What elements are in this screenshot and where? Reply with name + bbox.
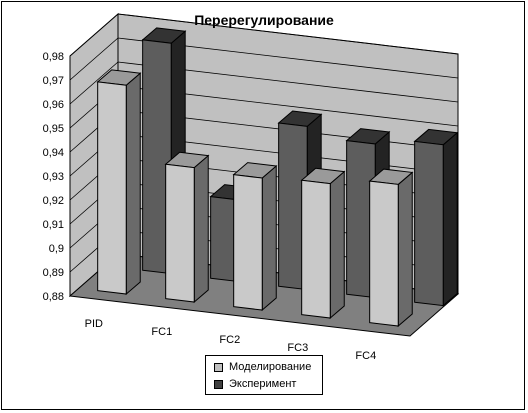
bar-experiment bbox=[414, 140, 444, 307]
bar-modeling bbox=[301, 179, 331, 319]
legend-item-modeling: Моделирование bbox=[214, 360, 311, 374]
y-tick-label: 0,91 bbox=[43, 219, 64, 231]
bar-modeling bbox=[397, 171, 413, 328]
bar-experiment bbox=[442, 131, 458, 307]
bar-modeling bbox=[125, 72, 141, 296]
bar-modeling bbox=[369, 180, 399, 327]
bar-modeling bbox=[97, 81, 127, 295]
chart-title: Перерегулирование bbox=[194, 12, 334, 28]
bar-experiment bbox=[142, 39, 172, 275]
y-tick-label: 0,97 bbox=[43, 75, 64, 87]
x-tick-label: FC4 bbox=[355, 350, 376, 362]
legend-swatch-experiment bbox=[214, 379, 223, 389]
y-gridline bbox=[69, 61, 459, 105]
bar-experiment bbox=[278, 122, 308, 291]
bar-modeling bbox=[329, 170, 345, 320]
y-tick-label: 0,93 bbox=[43, 171, 64, 183]
y-tick-label: 0,92 bbox=[43, 195, 64, 207]
y-tick-label: 0,95 bbox=[43, 123, 64, 135]
bar-experiment bbox=[346, 140, 376, 299]
y-tick-label: 0,94 bbox=[43, 147, 64, 159]
y-gridline bbox=[69, 13, 459, 57]
x-tick-label: FC3 bbox=[287, 342, 308, 354]
x-tick-label: FC1 bbox=[151, 326, 172, 338]
bar-modeling bbox=[193, 154, 209, 304]
x-tick-label: FC2 bbox=[219, 334, 240, 346]
chart-legend: Моделирование Эксперимент bbox=[205, 355, 323, 395]
legend-swatch-modeling bbox=[214, 362, 223, 372]
x-tick-label: PID bbox=[85, 318, 103, 330]
bar-modeling bbox=[165, 163, 195, 303]
bar-modeling bbox=[261, 164, 277, 312]
legend-label-experiment: Эксперимент bbox=[229, 378, 297, 390]
legend-label-modeling: Моделирование bbox=[229, 361, 312, 373]
y-tick-label: 0,88 bbox=[43, 291, 64, 303]
y-tick-label: 0,98 bbox=[43, 51, 64, 63]
y-tick-label: 0,89 bbox=[43, 267, 64, 279]
y-tick-label: 0,96 bbox=[43, 99, 64, 111]
bar-modeling bbox=[233, 174, 263, 311]
y-gridline bbox=[69, 37, 459, 81]
legend-item-experiment: Эксперимент bbox=[214, 377, 296, 391]
y-tick-label: 0,9 bbox=[49, 243, 64, 255]
